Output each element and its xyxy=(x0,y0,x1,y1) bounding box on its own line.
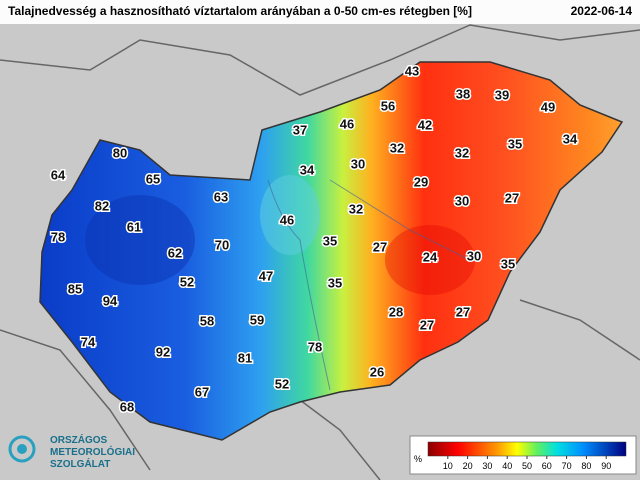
station-value: 24 xyxy=(423,249,438,264)
station-value: 42 xyxy=(418,117,432,132)
station-value: 56 xyxy=(381,98,395,113)
station-value: 35 xyxy=(328,275,342,290)
station-value: 32 xyxy=(390,140,404,155)
station-value: 30 xyxy=(455,193,469,208)
station-value: 26 xyxy=(370,364,384,379)
station-value: 27 xyxy=(420,317,434,332)
station-value: 46 xyxy=(280,212,294,227)
colorbar xyxy=(427,441,627,457)
station-value: 35 xyxy=(501,256,515,271)
station-value: 29 xyxy=(414,174,428,189)
station-value: 64 xyxy=(51,167,66,182)
station-value: 46 xyxy=(340,116,354,131)
logo: ORSZÁGOS METEOROLÓGIAI SZOLGÁLAT xyxy=(8,433,135,470)
station-value: 78 xyxy=(51,229,65,244)
station-value: 34 xyxy=(300,162,315,177)
station-value: 68 xyxy=(120,399,134,414)
station-value: 34 xyxy=(563,131,578,146)
legend-tick-label: 50 xyxy=(522,461,532,471)
station-value: 80 xyxy=(113,145,127,160)
station-value: 49 xyxy=(541,99,555,114)
logo-mark-core xyxy=(17,444,27,454)
station-value: 27 xyxy=(373,239,387,254)
mid-area xyxy=(260,175,320,255)
title: Talajnedvesség a hasznosítható víztartal… xyxy=(8,4,472,18)
station-value: 85 xyxy=(68,281,82,296)
wet-area xyxy=(85,195,195,285)
station-value: 38 xyxy=(456,86,470,101)
station-value: 32 xyxy=(349,201,363,216)
legend-tick-label: 40 xyxy=(502,461,512,471)
station-value: 92 xyxy=(156,344,170,359)
station-value: 52 xyxy=(275,376,289,391)
station-value: 32 xyxy=(455,145,469,160)
station-value: 74 xyxy=(81,334,96,349)
legend-tick-label: 80 xyxy=(581,461,591,471)
station-value: 27 xyxy=(505,190,519,205)
station-value: 43 xyxy=(405,63,419,78)
station-value: 28 xyxy=(389,304,403,319)
legend-tick-label: 20 xyxy=(463,461,473,471)
station-value: 35 xyxy=(508,136,522,151)
station-value: 70 xyxy=(215,237,229,252)
legend-tick-label: 70 xyxy=(562,461,572,471)
station-value: 65 xyxy=(146,171,160,186)
station-value: 30 xyxy=(351,156,365,171)
station-value: 78 xyxy=(308,339,322,354)
borders xyxy=(0,24,640,480)
station-value: 61 xyxy=(127,219,141,234)
station-value: 35 xyxy=(323,233,337,248)
date: 2022-06-14 xyxy=(571,4,633,18)
legend-tick-label: 60 xyxy=(542,461,552,471)
station-value: 62 xyxy=(168,245,182,260)
legend-tick-label: 90 xyxy=(601,461,611,471)
station-value: 27 xyxy=(456,304,470,319)
logo-text: ORSZÁGOS xyxy=(50,433,108,446)
station-value: 94 xyxy=(103,293,118,308)
logo-text: SZOLGÁLAT xyxy=(50,457,110,470)
legend-tick-label: 30 xyxy=(482,461,492,471)
station-value: 52 xyxy=(180,274,194,289)
logo-text: METEOROLÓGIAI xyxy=(50,445,135,458)
country-fill xyxy=(39,61,624,441)
station-value: 39 xyxy=(495,87,509,102)
dry-area xyxy=(385,225,475,295)
rivers xyxy=(267,179,471,391)
station-value: 82 xyxy=(95,198,109,213)
station-value: 47 xyxy=(259,268,273,283)
header-bar xyxy=(0,0,640,24)
legend-tick-label: 10 xyxy=(443,461,453,471)
station-value: 37 xyxy=(293,122,307,137)
station-value: 81 xyxy=(238,350,252,365)
logo-mark xyxy=(8,435,36,463)
legend-unit: % xyxy=(414,454,422,464)
station-value: 67 xyxy=(195,384,209,399)
station-value: 59 xyxy=(250,312,264,327)
station-value: 58 xyxy=(200,313,214,328)
station-value: 63 xyxy=(214,189,228,204)
station-value: 30 xyxy=(467,248,481,263)
